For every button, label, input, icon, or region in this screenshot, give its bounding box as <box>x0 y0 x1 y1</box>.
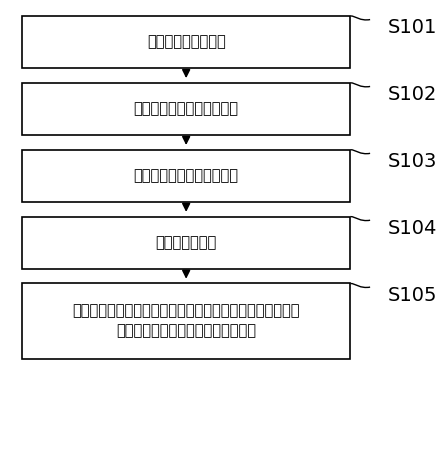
Text: 制作钢筋笼、支模板: 制作钢筋笼、支模板 <box>147 35 226 50</box>
Bar <box>22 150 350 202</box>
Text: S103: S103 <box>388 152 437 171</box>
Text: 浇筑膨胀加强带以内混凝土: 浇筑膨胀加强带以内混凝土 <box>134 168 239 183</box>
Bar <box>22 217 350 269</box>
Bar <box>22 16 350 68</box>
Bar <box>22 283 350 359</box>
Text: S105: S105 <box>388 286 437 305</box>
Text: S102: S102 <box>388 85 437 104</box>
Text: 振捣密实、养护: 振捣密实、养护 <box>155 235 217 250</box>
Bar <box>22 83 350 135</box>
Text: 浇筑膨胀加强带以外混凝土: 浇筑膨胀加强带以外混凝土 <box>134 101 239 116</box>
Text: S104: S104 <box>388 219 437 238</box>
Text: S101: S101 <box>388 18 437 37</box>
Text: 拆模、检测混凝土的收缩、开裂情况；检测混凝土是否达到
了设计强度，是否避免了有害的裂缝: 拆模、检测混凝土的收缩、开裂情况；检测混凝土是否达到 了设计强度，是否避免了有害… <box>72 303 300 339</box>
